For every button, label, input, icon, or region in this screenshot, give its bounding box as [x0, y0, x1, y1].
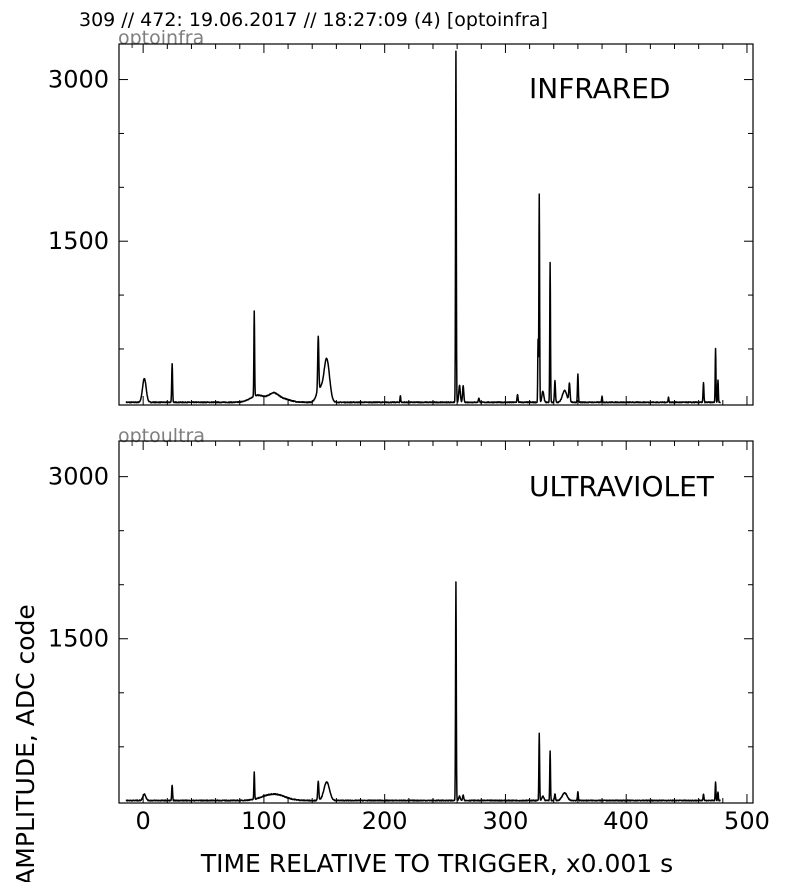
panel-marks: 1500 3000 0 100 200 300 400 500: [48, 441, 770, 835]
x-axis-label: TIME RELATIVE TO TRIGGER, x0.001 s: [200, 849, 673, 878]
channel-label: ULTRAVIOLET: [529, 470, 715, 503]
y-axis-label: AMPLITUDE, ADC code: [11, 604, 40, 882]
channel-label: INFRARED: [529, 72, 671, 105]
plot-frame: [118, 440, 754, 804]
x-tick-label: 100: [241, 807, 287, 835]
y-tick-label: 1500: [48, 227, 109, 255]
x-tick-label: 0: [136, 807, 151, 835]
x-tick-label: 500: [724, 807, 770, 835]
figure-header: 309 // 472: 19.06.2017 // 18:27:09 (4) […: [79, 9, 548, 31]
plot-frame: [118, 43, 754, 406]
panel-marks: 1500 3000: [48, 44, 753, 405]
signal-trace: [125, 581, 721, 802]
x-tick-label: 300: [483, 807, 529, 835]
y-tick-label: 3000: [48, 463, 109, 491]
y-tick-label: 3000: [48, 66, 109, 94]
x-tick-label: 200: [362, 807, 408, 835]
y-tick-label: 1500: [48, 625, 109, 653]
x-tick-label: 400: [603, 807, 649, 835]
signal-trace: [125, 50, 721, 404]
